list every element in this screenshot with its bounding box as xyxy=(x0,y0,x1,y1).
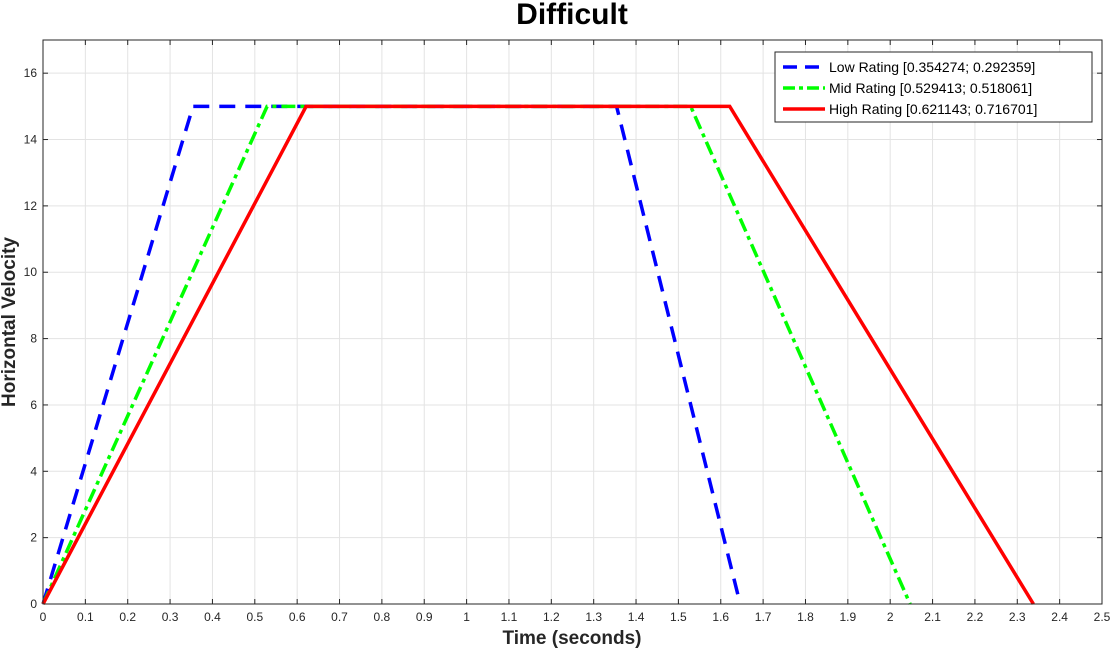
x-tick-label: 0.7 xyxy=(331,610,348,624)
x-tick-label: 1.7 xyxy=(755,610,772,624)
x-tick-label: 1.2 xyxy=(543,610,560,624)
y-axis-label: Horizontal Velocity xyxy=(0,237,20,407)
series-line-2 xyxy=(41,104,1035,605)
x-tick-label: 0.1 xyxy=(77,610,94,624)
legend-label-0: Low Rating [0.354274; 0.292359] xyxy=(829,59,1035,75)
y-tick-label: 14 xyxy=(24,133,38,147)
x-tick-label: 2.2 xyxy=(967,610,984,624)
x-tick-label: 0 xyxy=(40,610,47,624)
y-tick-label: 8 xyxy=(30,332,37,346)
x-tick-label: 1.8 xyxy=(797,610,814,624)
x-tick-label: 1.4 xyxy=(628,610,645,624)
y-tick-label: 6 xyxy=(30,398,37,412)
x-tick-label: 0.3 xyxy=(162,610,179,624)
y-tick-label: 12 xyxy=(24,199,38,213)
y-tick-label: 10 xyxy=(24,265,38,279)
legend: Low Rating [0.354274; 0.292359] Mid Ratin… xyxy=(774,51,1093,123)
x-tick-label: 1.5 xyxy=(670,610,687,624)
legend-label-1: Mid Rating [0.529413; 0.518061] xyxy=(829,80,1032,96)
tick-labels: 0 0.1 0.2 0.3 0.4 0.5 0.6 0.7 0.8 0.9 1 1.1 1.2 1.3 1.… xyxy=(24,66,1110,624)
y-tick-label: 2 xyxy=(30,531,37,545)
legend-box xyxy=(774,51,1093,123)
x-tick-label: 1.6 xyxy=(712,610,729,624)
axes xyxy=(42,39,1103,605)
x-tick-label: 1.3 xyxy=(585,610,602,624)
x-tick-label: 1.1 xyxy=(501,610,518,624)
x-tick-label: 0.5 xyxy=(246,610,263,624)
y-tick-label: 0 xyxy=(30,597,37,611)
series-group xyxy=(41,104,1035,605)
y-tick-label: 16 xyxy=(24,66,38,80)
x-tick-label: 0.8 xyxy=(374,610,391,624)
x-tick-label: 0.2 xyxy=(119,610,136,624)
x-tick-label: 2.1 xyxy=(924,610,941,624)
x-axis-label: Time (seconds) xyxy=(502,628,641,649)
x-tick-label: 1 xyxy=(463,610,470,624)
x-tick-label: 2 xyxy=(887,610,894,624)
chart-title: Difficult xyxy=(516,0,628,31)
x-tick-label: 1.9 xyxy=(839,610,856,624)
x-tick-label: 0.6 xyxy=(289,610,306,624)
x-tick-label: 0.4 xyxy=(204,610,221,624)
y-tick-label: 4 xyxy=(30,464,37,478)
x-tick-label: 0.9 xyxy=(416,610,433,624)
x-tick-label: 2.5 xyxy=(1094,610,1110,624)
x-tick-label: 2.4 xyxy=(1051,610,1068,624)
plot-area-border xyxy=(42,39,1103,605)
legend-label-2: High Rating [0.621143; 0.716701] xyxy=(829,101,1037,117)
x-tick-label: 2.3 xyxy=(1009,610,1026,624)
